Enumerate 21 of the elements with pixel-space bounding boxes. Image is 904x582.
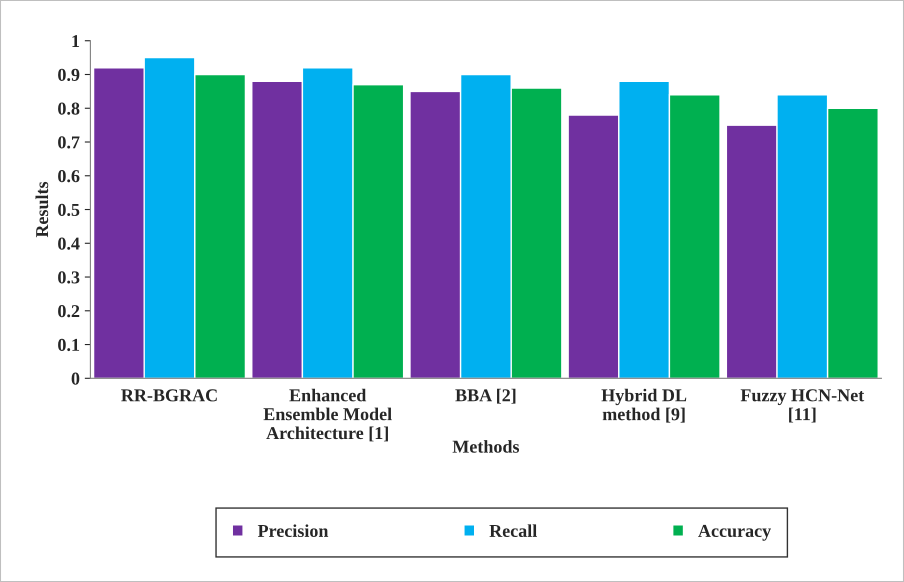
x-tick-label: Fuzzy HCN-Net [11] [740, 389, 864, 423]
x-tick-label: Enhanced Ensemble Model Architecture [1] [264, 388, 392, 442]
y-tick-label: 0.8 [58, 102, 80, 115]
legend-label: Recall [489, 524, 537, 538]
y-tick-label: 0.6 [58, 170, 80, 182]
y-tick-label: 0.7 [58, 136, 80, 149]
y-tick-label: 0.1 [58, 338, 80, 352]
y-axis-title: Results [35, 182, 48, 238]
y-tick-label: 0.2 [58, 305, 80, 318]
legend-label: Accuracy [698, 524, 771, 541]
x-tick-label: BBA [2] [455, 388, 516, 404]
x-tick-label: Hybrid DL method [9] [602, 388, 686, 423]
y-tick-label: 0.9 [58, 68, 80, 82]
x-tick-label: RR-BGRAC [121, 389, 217, 402]
y-tick-label: 1 [72, 35, 80, 48]
legend-label: Precision [258, 524, 328, 538]
x-axis-title: Methods [452, 440, 520, 453]
y-tick-label: 0 [72, 372, 80, 385]
y-tick-label: 0.3 [58, 271, 80, 284]
y-tick-label: 0.5 [58, 204, 80, 216]
y-tick-label: 0.4 [58, 238, 80, 250]
